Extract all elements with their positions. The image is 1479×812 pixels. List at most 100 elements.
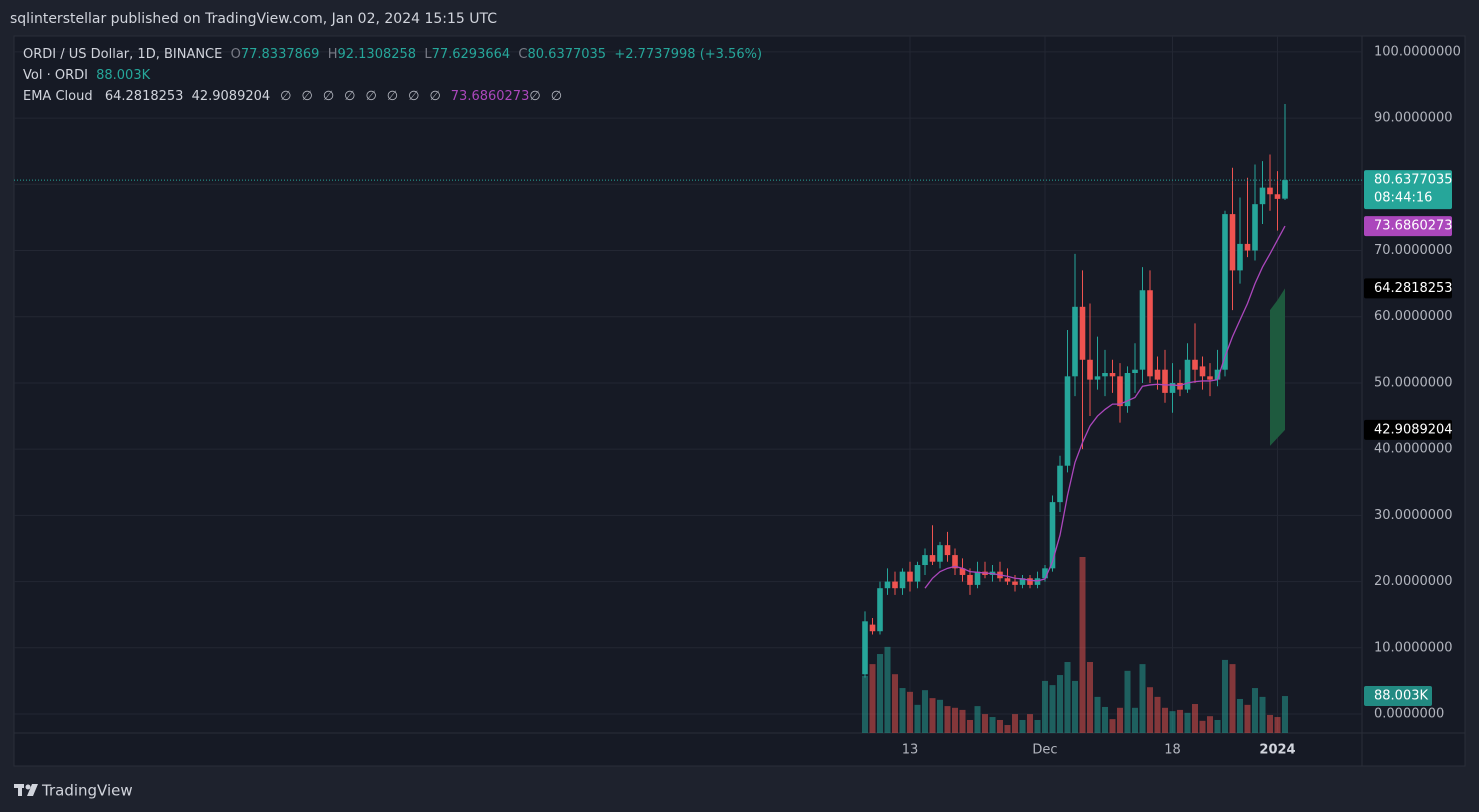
candle-body [1192, 359, 1198, 370]
candle-body [892, 581, 898, 589]
volume-label-box [1364, 686, 1432, 707]
y-tick-label: 100.0000000 [1374, 44, 1461, 59]
volume-bar [952, 707, 958, 733]
volume-bar [892, 674, 898, 733]
x-tick-label: Dec [1032, 743, 1057, 758]
volume-bar [899, 688, 906, 733]
cloud-lower-label: 42.9089204 [1374, 422, 1453, 437]
ema-name: EMA Cloud [23, 89, 93, 104]
chart-panel [13, 35, 1466, 767]
volume-bar [1019, 719, 1026, 733]
candle-body [862, 621, 868, 675]
candle-body [1064, 376, 1071, 466]
volume-bar [1207, 716, 1213, 733]
candle-body [1094, 376, 1101, 380]
candle-body [937, 545, 943, 562]
volume-name: Vol · ORDI [23, 68, 88, 83]
legend-ohlc: ORDI / US Dollar, 1D, BINANCE O77.833786… [23, 44, 762, 65]
change: +2.7737998 [614, 47, 696, 62]
candle-body [877, 588, 883, 632]
y-tick-label: 0.0000000 [1374, 706, 1444, 721]
candle-body [1267, 187, 1273, 195]
candle-body [1057, 465, 1063, 503]
volume-bar [1124, 670, 1131, 733]
y-tick-label: 60.0000000 [1374, 309, 1453, 324]
volume-bar [1049, 685, 1056, 733]
volume-bar [1087, 662, 1093, 733]
cloud-upper-value: 64.2818253 [104, 89, 184, 104]
volume-bar [1282, 696, 1288, 733]
x-tick-label: 2024 [1259, 743, 1295, 758]
change-pct: (+3.56%) [699, 47, 763, 62]
cloud-upper-label: 64.2818253 [1374, 281, 1453, 296]
volume-bar [1094, 696, 1101, 733]
candle-body [1274, 194, 1281, 199]
ohlc-value: 77.6293664 [431, 47, 511, 62]
candle-body [922, 555, 928, 566]
candle-body [1019, 578, 1026, 585]
candle-body [944, 545, 951, 556]
candle-body [1102, 373, 1108, 377]
candle-body [1117, 376, 1123, 407]
volume-bar [967, 719, 973, 733]
candle-body [952, 555, 958, 569]
volume-bar [929, 698, 936, 733]
volume-bar [914, 704, 921, 733]
volume-bar [1229, 664, 1236, 733]
volume-bar [1199, 720, 1206, 733]
na-symbol: ∅ [365, 89, 377, 104]
volume-bar [1102, 706, 1108, 733]
ohlc-value: 80.6377035 [527, 47, 607, 62]
candle-body [1012, 581, 1018, 585]
volume-bar [877, 654, 883, 733]
ema-value: 73.6860273 [450, 89, 530, 104]
volume-bar [1154, 696, 1161, 733]
volume-bar [1079, 557, 1086, 733]
candle-body [1184, 359, 1191, 390]
cloud-lower-label-box [1364, 419, 1452, 440]
volume-bar [997, 719, 1003, 733]
candle-body [1207, 376, 1213, 380]
ema-label-box [1364, 216, 1452, 237]
candle-body [1222, 214, 1228, 370]
volume-bar [1177, 709, 1183, 733]
na-symbol: ∅ [322, 89, 335, 104]
x-tick-label: 18 [1164, 743, 1181, 758]
volume-bar [1214, 719, 1221, 733]
volume-bar [1139, 664, 1146, 733]
candle-body [1214, 369, 1221, 380]
candle-body [1124, 373, 1131, 407]
volume-bar [1169, 711, 1176, 733]
y-tick-label: 90.0000000 [1374, 111, 1453, 126]
volume-bar [982, 714, 988, 733]
volume-bar [1192, 704, 1198, 733]
candle-body [1087, 359, 1093, 380]
ema-line [924, 225, 1286, 589]
na-symbol: ∅ [550, 89, 563, 104]
volume-bar [1147, 687, 1153, 733]
publisher-line: sqlinterstellar published on TradingView… [10, 11, 497, 27]
brand: TradingView [41, 782, 133, 800]
ohlc-label: L [424, 47, 432, 62]
volume-bar [1267, 714, 1273, 733]
candle-body [914, 565, 921, 582]
volume-bar [869, 664, 876, 733]
volume-bar [1132, 707, 1138, 733]
volume-bar [1004, 725, 1011, 733]
ohlc-value: 77.8337869 [240, 47, 320, 62]
volume-bar [1034, 719, 1041, 733]
volume-bar [907, 691, 913, 733]
volume-bar [937, 699, 943, 733]
volume-bar [1259, 696, 1266, 733]
volume-bar [944, 706, 951, 733]
volume-label: 88.003K [1374, 689, 1428, 704]
candle-body [1162, 369, 1168, 393]
brand-logo [14, 784, 38, 796]
na-symbol: ∅ [280, 89, 292, 104]
candle-body [1042, 568, 1048, 579]
volume-bar [1012, 714, 1018, 733]
volume-bar [1222, 659, 1228, 733]
volume-bar [989, 717, 996, 733]
